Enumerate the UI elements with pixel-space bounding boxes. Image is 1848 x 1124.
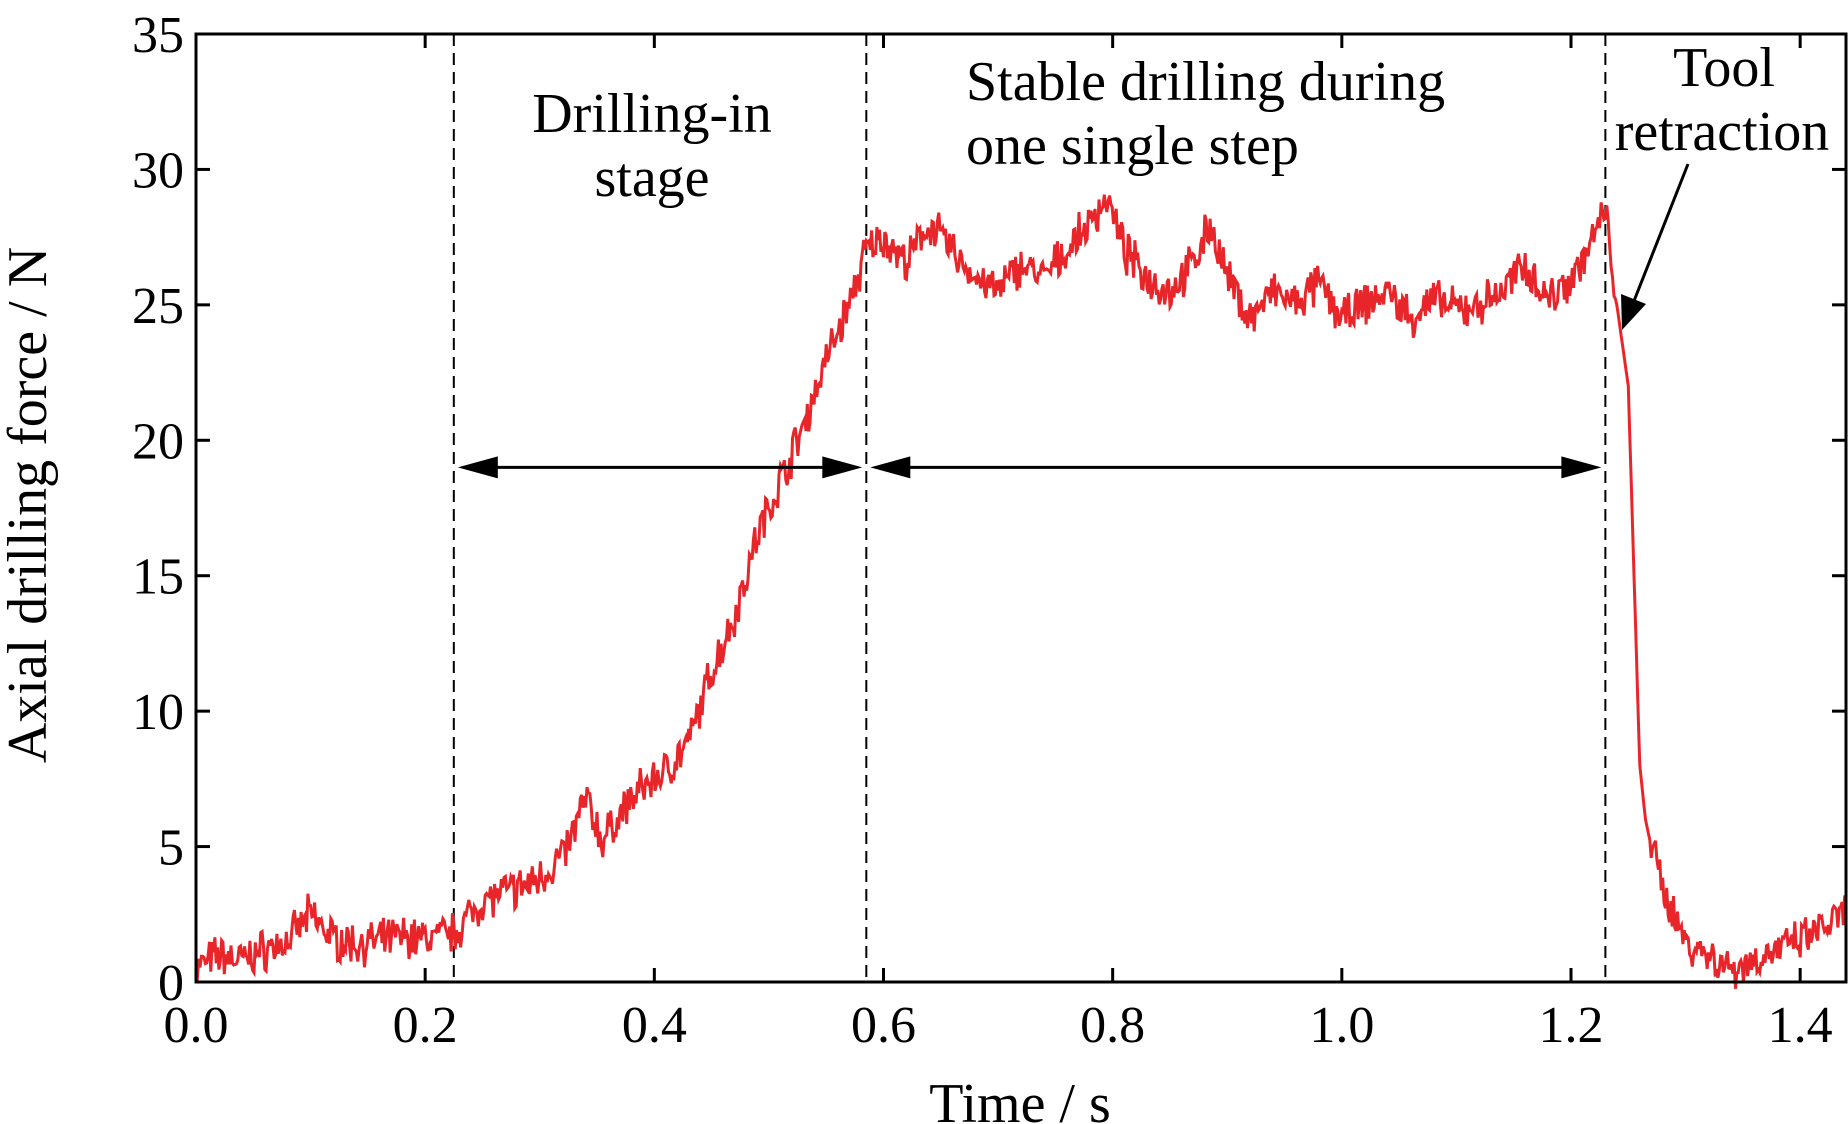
x-tick-label: 0.6 bbox=[851, 997, 916, 1054]
x-tick-label: 0.4 bbox=[622, 997, 687, 1054]
y-tick-label: 10 bbox=[132, 684, 184, 741]
annotation-drilling-in-line1: Drilling-in bbox=[532, 83, 772, 145]
y-tick-label: 0 bbox=[158, 955, 184, 1012]
x-tick-label: 0.0 bbox=[164, 997, 229, 1054]
y-tick-label: 35 bbox=[132, 7, 184, 64]
plot-frame bbox=[194, 32, 1848, 984]
annotation-stable-line1: Stable drilling during bbox=[966, 51, 1445, 113]
stage-arrowhead-left bbox=[870, 456, 911, 479]
retraction-arrow-shaft bbox=[1630, 163, 1690, 307]
annotation-drilling-in-line2: stage bbox=[594, 147, 709, 209]
retraction-arrowhead bbox=[1621, 294, 1646, 330]
stage-arrowhead-right bbox=[822, 456, 863, 479]
stage-arrows bbox=[457, 456, 1602, 479]
x-tick-label: 0.2 bbox=[393, 997, 458, 1054]
stage-boundary-lines bbox=[452, 34, 1607, 982]
axial-force-line bbox=[194, 194, 1848, 989]
x-axis-ticks: 0.0 0.2 0.4 0.6 0.8 1.0 1.2 1.4 bbox=[164, 34, 1833, 1054]
stage-arrowhead-left bbox=[457, 456, 498, 479]
annotation-retraction-line2: retraction bbox=[1615, 101, 1830, 163]
y-axis-ticks: 0 5 10 15 20 25 30 35 bbox=[132, 7, 1846, 1012]
x-tick-label: 0.8 bbox=[1080, 997, 1145, 1054]
annotation-stable-line2: one single step bbox=[966, 115, 1299, 177]
x-tick-label: 1.2 bbox=[1539, 997, 1604, 1054]
y-tick-label: 20 bbox=[132, 413, 184, 470]
x-axis-title: Time / s bbox=[929, 1073, 1111, 1124]
y-tick-label: 25 bbox=[132, 278, 184, 335]
x-tick-label: 1.4 bbox=[1768, 997, 1833, 1054]
annotation-retraction-line1: Tool bbox=[1673, 37, 1775, 99]
y-tick-label: 5 bbox=[158, 820, 184, 877]
x-tick-label: 1.0 bbox=[1309, 997, 1374, 1054]
y-axis-title: Axial drilling force / N bbox=[0, 247, 59, 763]
stage-arrowhead-right bbox=[1561, 456, 1602, 479]
y-tick-label: 30 bbox=[132, 142, 184, 199]
y-tick-label: 15 bbox=[132, 549, 184, 606]
